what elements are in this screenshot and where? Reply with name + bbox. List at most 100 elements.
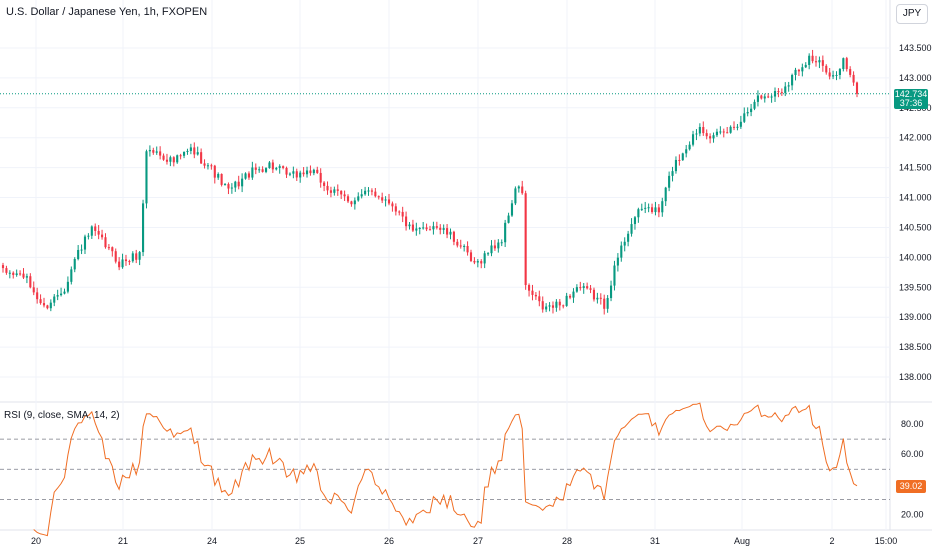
candle-body — [169, 157, 172, 162]
candle-body — [138, 252, 141, 260]
candle-body — [787, 85, 790, 87]
candle-body — [500, 242, 503, 244]
rsi-title: RSI (9, close, SMA, 14, 2) — [4, 410, 120, 421]
candle-body — [36, 292, 39, 300]
candle-body — [63, 291, 66, 294]
candle-body — [288, 173, 292, 175]
candle-body — [411, 224, 414, 231]
candle-body — [767, 96, 770, 98]
candle-body — [592, 289, 596, 300]
candle-body — [480, 261, 483, 264]
candle-body — [565, 295, 568, 306]
last-price-tag: 142.734 37:36 — [894, 88, 928, 109]
candle-body — [473, 260, 476, 263]
candle-body — [319, 172, 322, 183]
last-price-value: 142.734 — [894, 88, 928, 99]
candle-body — [623, 241, 626, 246]
candle-body — [688, 144, 691, 150]
candle-body — [497, 242, 500, 249]
candle-body — [241, 178, 244, 187]
price-tick-label: 138.000 — [899, 372, 932, 382]
candle-body — [698, 126, 701, 134]
rsi-tick-label: 20.00 — [901, 509, 924, 519]
candle-body — [620, 245, 623, 258]
candle-body — [575, 287, 578, 292]
candle-body — [251, 167, 254, 178]
candle-body — [254, 167, 257, 170]
candle-body — [469, 252, 473, 261]
candle-body — [77, 249, 80, 260]
candle-body — [845, 58, 848, 70]
candle-body — [196, 152, 199, 155]
time-tick-label: 31 — [650, 536, 660, 546]
candle-body — [732, 126, 736, 128]
candle-body — [487, 253, 490, 255]
candle-body — [49, 302, 52, 309]
candle-body — [104, 237, 107, 248]
candle-body — [186, 150, 189, 152]
candle-body — [609, 285, 613, 299]
candle-body — [640, 208, 643, 210]
candle-body — [534, 294, 537, 297]
candle-body — [791, 75, 794, 86]
candle-body — [695, 133, 698, 135]
candle-body — [377, 196, 380, 198]
candle-body — [189, 147, 192, 151]
candle-body — [668, 175, 671, 188]
candle-body — [794, 69, 797, 76]
candle-body — [476, 261, 479, 263]
price-tick-label: 138.500 — [899, 342, 932, 352]
candle-body — [538, 296, 541, 302]
candle-body — [107, 247, 110, 249]
time-tick-label: 20 — [31, 536, 41, 546]
candle-body — [244, 173, 247, 179]
currency-button[interactable]: JPY — [896, 4, 928, 24]
candle-body — [56, 295, 59, 297]
candle-body — [193, 147, 196, 155]
candle-body — [507, 215, 510, 223]
candle-body — [70, 269, 73, 282]
candle-body — [213, 165, 216, 178]
candle-body — [599, 297, 602, 299]
candle-body — [545, 306, 548, 310]
candle-body — [770, 96, 773, 98]
candle-body — [316, 169, 319, 173]
candle-body — [275, 167, 278, 170]
candle-body — [398, 211, 401, 213]
candle-body — [572, 291, 575, 298]
candle-body — [784, 86, 787, 93]
candle-body — [8, 272, 11, 274]
candle-body — [825, 65, 828, 73]
candle-body — [726, 132, 729, 134]
candle-body — [493, 245, 496, 249]
candle-body — [42, 303, 46, 306]
candle-body — [616, 257, 619, 266]
candle-body — [654, 207, 657, 213]
candle-body — [247, 173, 251, 178]
candle-body — [114, 251, 117, 262]
candle-body — [606, 298, 609, 309]
candle-body — [729, 126, 732, 133]
candle-body — [353, 200, 356, 205]
candle-body — [528, 285, 531, 291]
candle-body — [589, 288, 592, 290]
candle-body — [152, 150, 155, 153]
candle-body — [582, 286, 585, 288]
price-tick-label: 139.000 — [899, 312, 932, 322]
candle-body — [838, 69, 841, 75]
candle-body — [326, 185, 329, 191]
candle-body — [821, 60, 824, 66]
candle-body — [808, 55, 811, 65]
candle-body — [760, 95, 763, 99]
candle-body — [811, 55, 814, 62]
candle-body — [425, 227, 428, 230]
candle-body — [719, 131, 722, 133]
candle-body — [702, 126, 705, 134]
rsi-line — [33, 402, 858, 537]
candle-body — [295, 171, 298, 178]
candle-body — [661, 201, 664, 213]
candle-body — [521, 186, 524, 194]
candle-body — [596, 297, 599, 300]
candle-body — [128, 261, 131, 263]
